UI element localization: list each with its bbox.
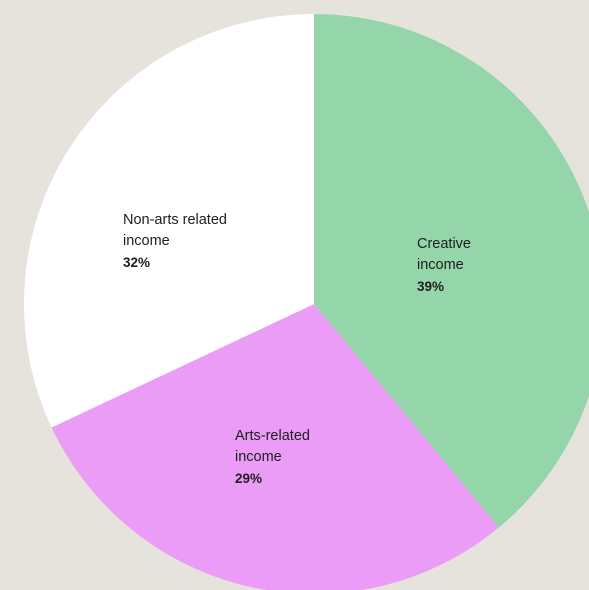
pie-slice-arts-related-income bbox=[51, 304, 499, 590]
slice-percent-non-arts-related-income: 32% bbox=[123, 255, 151, 270]
slice-name-creative-income: Creative income bbox=[417, 236, 471, 273]
pie-slice-creative-income bbox=[314, 14, 589, 528]
slice-percent-creative-income: 39% bbox=[417, 279, 445, 294]
slice-name-arts-related-income: Arts-related income bbox=[235, 428, 310, 465]
slice-label-non-arts-related-income: Non-arts related income 32% bbox=[123, 210, 273, 273]
slice-label-arts-related-income: Arts-related income 29% bbox=[235, 426, 355, 489]
slice-label-creative-income: Creative income 39% bbox=[417, 234, 527, 297]
slice-name-non-arts-related-income: Non-arts related income bbox=[123, 212, 227, 249]
pie-slice-non-arts-related-income bbox=[23, 14, 314, 428]
slice-percent-arts-related-income: 29% bbox=[235, 471, 263, 486]
